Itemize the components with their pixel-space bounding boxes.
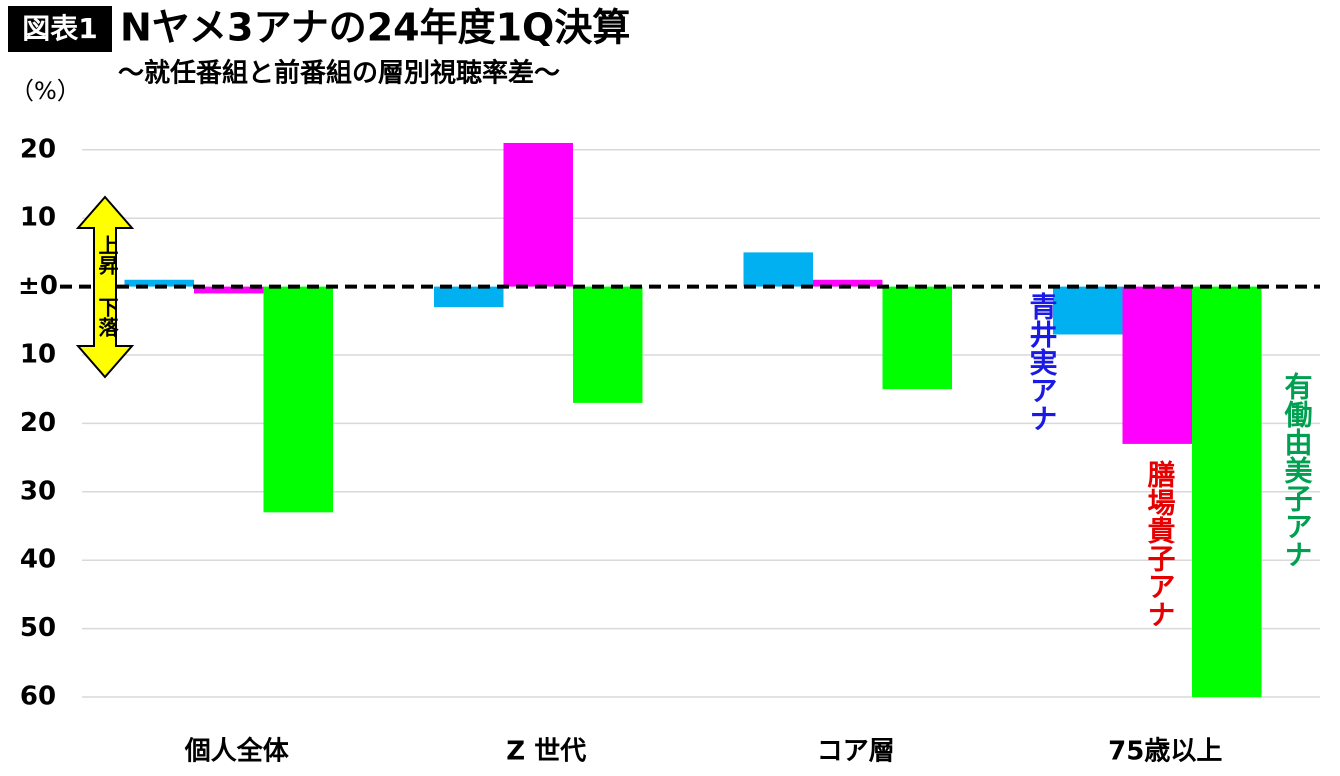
x-tick-label: 個人全体: [184, 736, 290, 767]
y-tick-label: 30: [20, 476, 56, 506]
y-tick-label: 50: [20, 613, 56, 643]
legend-label: 膳場貴子アナ: [1144, 459, 1177, 628]
legend-label: 青井実アナ: [1026, 292, 1059, 432]
y-tick-label: 40: [20, 545, 56, 575]
y-tick-label: 20: [20, 408, 56, 438]
bar: [1053, 286, 1123, 335]
y-unit: （%）: [10, 77, 81, 105]
annotation-down: 下落: [95, 297, 119, 338]
subtitle: ～就任番組と前番組の層別視聴率差～: [118, 58, 560, 89]
y-tick-label: ±0: [18, 271, 58, 301]
y-tick-label: 60: [20, 682, 56, 712]
badge-bg: [8, 6, 112, 52]
bar: [1192, 286, 1262, 697]
y-tick-label: 20: [20, 134, 56, 164]
x-tick-label: 75歳以上: [1108, 737, 1222, 767]
bar: [124, 279, 194, 287]
badge: 図表1: [22, 12, 97, 45]
y-tick-label: 10: [20, 203, 56, 233]
legend-label: 有働由美子アナ: [1281, 372, 1314, 568]
x-tick-label: Z 世代: [506, 737, 586, 767]
bar: [882, 286, 952, 390]
arrow: [75, 195, 135, 379]
chart-title: Nヤメ3アナの24年度1Q決算: [120, 6, 630, 50]
bar: [263, 286, 333, 513]
bar: [1122, 286, 1192, 444]
x-tick-label: コア層: [817, 737, 895, 767]
bar: [573, 286, 643, 403]
bar: [194, 286, 264, 294]
annotation-up: 上昇: [95, 235, 119, 276]
bar: [503, 142, 573, 287]
y-tick-label: 10: [20, 340, 56, 370]
bar: [813, 279, 883, 287]
bar: [743, 252, 813, 287]
bar: [434, 286, 504, 308]
